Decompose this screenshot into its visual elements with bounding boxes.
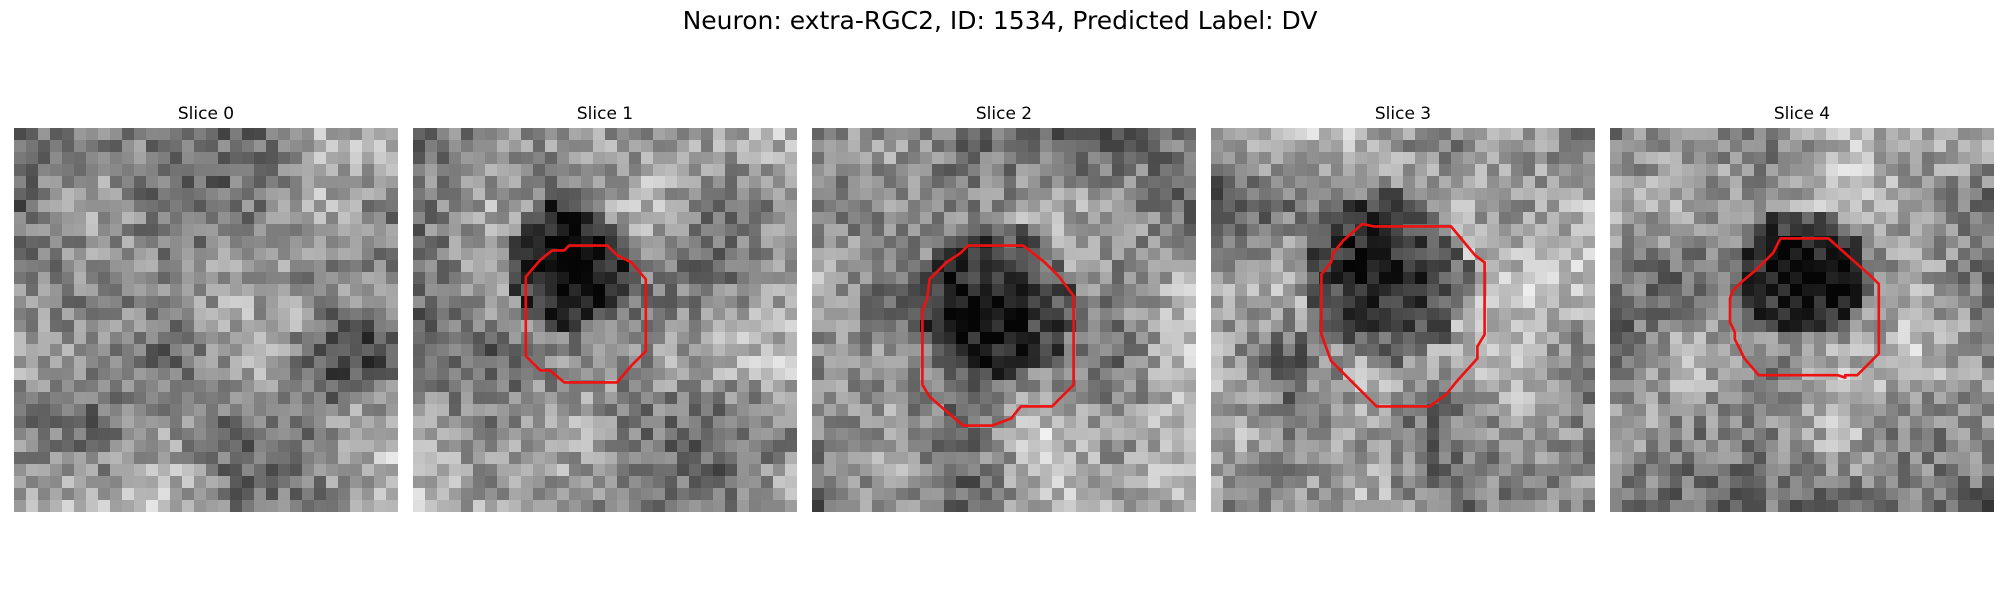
cell-outline-3: [1320, 222, 1486, 408]
slice-image-3: [1211, 128, 1595, 512]
slice-title-4: Slice 4: [1773, 104, 1831, 124]
slice-panel-1: Slice 1: [413, 100, 797, 512]
cell-outline-1: [524, 244, 648, 384]
slice-title-2: Slice 2: [975, 104, 1033, 124]
slice-panel-4: Slice 4: [1610, 100, 1994, 512]
slice-panel-2: Slice 2: [812, 100, 1196, 512]
figure-title: Neuron: extra-RGC2, ID: 1534, Predicted …: [682, 6, 1318, 35]
slice-image-4: [1610, 128, 1994, 512]
cell-outline-2: [921, 244, 1075, 427]
slice-title-1: Slice 1: [576, 104, 634, 124]
slice-image-2: [812, 128, 1196, 512]
slice-panel-0: Slice 0: [14, 100, 398, 512]
slice-image-1: [413, 128, 797, 512]
slice-title-0: Slice 0: [177, 104, 235, 124]
slice-title-3: Slice 3: [1374, 104, 1432, 124]
cell-outline-4: [1728, 237, 1881, 379]
slice-panel-3: Slice 3: [1211, 100, 1595, 512]
slice-image-0: [14, 128, 398, 512]
